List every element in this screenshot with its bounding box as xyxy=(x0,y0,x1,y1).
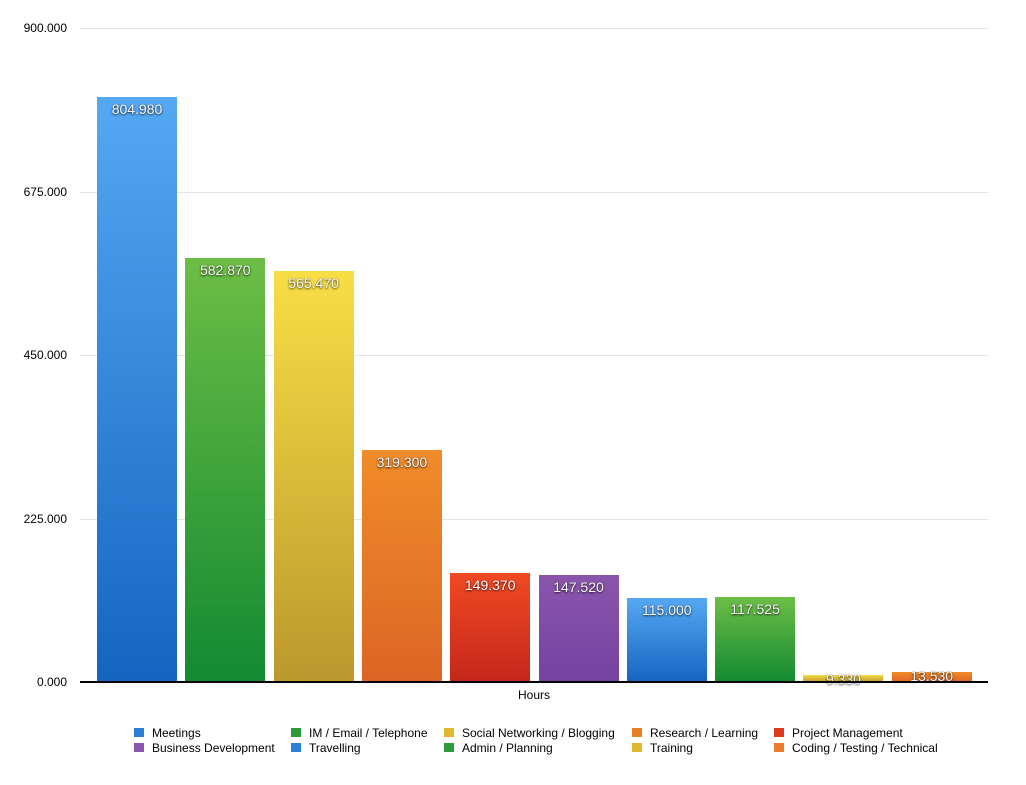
legend-swatch-icon xyxy=(134,743,144,752)
y-tick-label: 450.000 xyxy=(23,348,67,362)
bar-training: 9.330 xyxy=(803,671,884,687)
legend-label: Travelling xyxy=(309,741,361,755)
legend-label: Admin / Planning xyxy=(462,741,553,755)
legend-label: Coding / Testing / Technical xyxy=(792,741,938,755)
legend-swatch-icon xyxy=(632,728,642,737)
bar-social-networking-blogging: 565.470 xyxy=(273,271,354,682)
bar-project-management: 149.370 xyxy=(450,573,531,682)
legend-item: Admin / Planning xyxy=(444,741,553,755)
legend-label: Research / Learning xyxy=(650,726,759,740)
legend-item: Business Development xyxy=(134,741,275,755)
x-axis-label: Hours xyxy=(517,688,550,702)
bar-coding-testing-technical: 13.530 xyxy=(891,668,972,684)
legend-swatch-icon xyxy=(444,728,454,737)
bar-value-label: 117.525 xyxy=(730,600,780,617)
y-tick-label: 900.000 xyxy=(23,21,67,35)
legend-label: Business Development xyxy=(152,741,275,755)
bar-value-label: 582.870 xyxy=(199,262,251,279)
bar-meetings: 804.980 xyxy=(97,97,177,682)
legend-swatch-icon xyxy=(134,728,144,737)
bar-value-label: 147.520 xyxy=(553,578,604,595)
legend-label: Meetings xyxy=(152,726,201,740)
bar-business-development: 147.520 xyxy=(538,574,619,682)
gridline xyxy=(80,355,988,356)
y-tick-label: 0.000 xyxy=(36,675,67,689)
legend-item: Travelling xyxy=(291,741,361,755)
y-tick-label: 225.000 xyxy=(23,511,67,526)
bar-value-label: 319.300 xyxy=(376,453,428,470)
legend-label: Project Management xyxy=(792,726,903,740)
legend-swatch-icon xyxy=(774,728,784,737)
legend-item: Training xyxy=(632,741,693,755)
bar-value-label: 115.000 xyxy=(642,602,692,619)
legend-item: Project Management xyxy=(774,726,903,740)
legend-item: Social Networking / Blogging xyxy=(444,726,615,740)
bar-value-label: 149.370 xyxy=(464,577,516,594)
y-tick-label: 675.000 xyxy=(23,184,67,199)
legend-swatch-icon xyxy=(444,743,454,752)
bar-im-email-telephone: 582.870 xyxy=(185,258,266,682)
legend-item: IM / Email / Telephone xyxy=(291,726,428,740)
bar-admin-planning: 117.525 xyxy=(715,596,796,682)
gridline xyxy=(80,192,988,193)
bar-value-label: 13.530 xyxy=(910,668,954,685)
gridline xyxy=(80,519,988,520)
legend-swatch-icon xyxy=(632,743,642,752)
bar-value-label: 804.980 xyxy=(111,101,163,118)
bar-value-label: 565.470 xyxy=(288,275,339,292)
bar-research-learning: 319.300 xyxy=(361,449,442,682)
legend-label: Training xyxy=(650,741,693,755)
legend-swatch-icon xyxy=(291,743,301,752)
legend-label: Social Networking / Blogging xyxy=(462,726,615,740)
legend-item: Coding / Testing / Technical xyxy=(774,741,938,755)
legend-swatch-icon xyxy=(774,743,784,752)
bar-travelling: 115.000 xyxy=(626,598,707,682)
legend-label: IM / Email / Telephone xyxy=(309,726,428,740)
bar-value-label: 9.330 xyxy=(825,671,861,688)
legend-item: Meetings xyxy=(134,726,201,740)
legend-swatch-icon xyxy=(291,728,301,737)
x-axis-line xyxy=(80,681,988,683)
gridline xyxy=(80,28,988,29)
legend-item: Research / Learning xyxy=(632,726,758,740)
